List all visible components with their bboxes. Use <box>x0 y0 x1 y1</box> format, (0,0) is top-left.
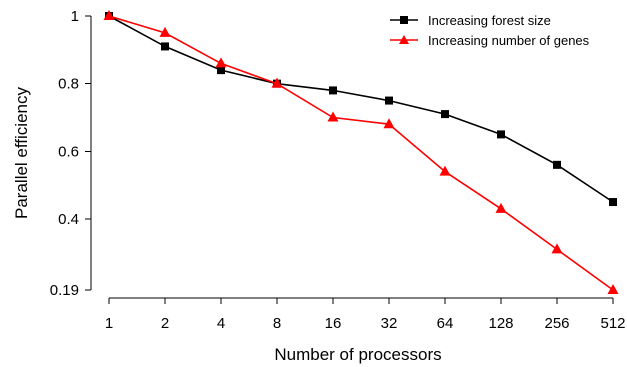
y-tick-label: 0.19 <box>50 282 79 299</box>
data-point-triangle <box>383 118 395 129</box>
y-axis-ticks: 0.19 0.4 0.6 0.8 1 <box>50 8 91 299</box>
x-tick-label: 8 <box>273 315 281 332</box>
legend: Increasing forest size Increasing number… <box>390 13 590 48</box>
axes <box>90 16 613 299</box>
x-tick-label: 128 <box>488 315 513 332</box>
x-tick-label: 1 <box>105 315 113 332</box>
y-tick-label: 1 <box>71 8 79 25</box>
data-point-square <box>217 66 225 75</box>
legend-label-number-of-genes: Increasing number of genes <box>428 33 590 48</box>
legend-marker-square <box>400 16 408 24</box>
data-point-square <box>553 160 561 169</box>
data-point-square <box>329 86 337 95</box>
series-line <box>108 15 614 203</box>
series <box>103 10 619 294</box>
data-point-square <box>609 198 617 207</box>
x-axis-title: Number of processors <box>274 345 441 364</box>
data-point-triangle <box>439 165 451 176</box>
x-tick-label: 32 <box>381 315 398 332</box>
series-line <box>108 15 614 291</box>
data-point-triangle <box>607 284 619 294</box>
x-tick-label: 64 <box>437 315 454 332</box>
data-point-triangle <box>215 57 227 68</box>
data-point-triangle <box>103 10 115 20</box>
legend-entry-forest-size: Increasing forest size <box>390 13 551 28</box>
legend-marker-triangle <box>399 35 409 44</box>
x-axis-ticks: 1 2 4 8 16 32 64 128 256 512 <box>105 298 626 332</box>
y-tick-label: 0.6 <box>58 143 79 160</box>
legend-label-forest-size: Increasing forest size <box>428 13 551 28</box>
data-point-square <box>161 42 169 51</box>
data-point-square <box>385 96 393 105</box>
x-tick-label: 4 <box>217 315 225 332</box>
y-axis-title: Parallel efficiency <box>12 87 31 219</box>
data-point-triangle <box>327 111 339 122</box>
data-point-triangle <box>271 77 283 88</box>
data-point-square <box>441 110 449 119</box>
data-point-triangle <box>551 243 563 254</box>
y-tick-label: 0.8 <box>58 76 79 93</box>
y-tick-label: 0.4 <box>58 211 79 228</box>
x-tick-label: 2 <box>161 315 169 332</box>
data-point-triangle <box>159 26 171 37</box>
series-1 <box>103 10 619 294</box>
x-tick-label: 512 <box>600 315 625 332</box>
legend-entry-number-of-genes: Increasing number of genes <box>390 33 590 48</box>
x-tick-label: 16 <box>325 315 342 332</box>
data-point-triangle <box>495 202 507 213</box>
data-point-square <box>497 130 505 139</box>
x-tick-label: 256 <box>544 315 569 332</box>
